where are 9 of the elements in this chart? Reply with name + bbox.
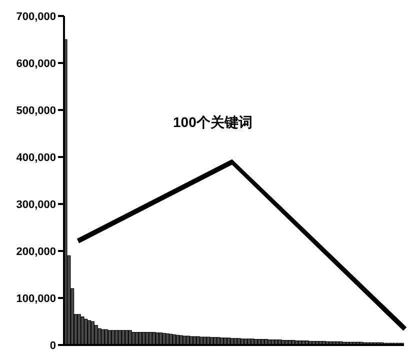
y-tick-label: 500,000 <box>16 104 56 117</box>
y-tick-label: 100,000 <box>16 292 56 305</box>
y-tick-label: 300,000 <box>16 198 56 211</box>
y-tick-label: 700,000 <box>16 10 56 23</box>
y-tick-label: 400,000 <box>16 152 56 164</box>
y-tick-label: 200,000 <box>16 246 56 258</box>
annotation: 100个关键词 <box>173 114 252 132</box>
y-tick-label: 0 <box>50 340 56 352</box>
y-tick-label: 600,000 <box>16 58 56 70</box>
